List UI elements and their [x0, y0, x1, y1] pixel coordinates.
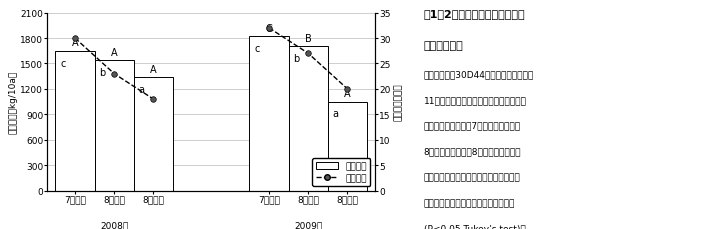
Y-axis label: 全乾物率（％）: 全乾物率（％）: [394, 83, 403, 121]
Text: c: c: [61, 58, 66, 68]
Y-axis label: 乾物収量（kg/10a）: 乾物収量（kg/10a）: [8, 71, 18, 134]
Bar: [289, 47, 328, 191]
Text: あった。英大文字は乾物収量、小文字は: あった。英大文字は乾物収量、小文字は: [424, 173, 520, 182]
Bar: [94, 61, 134, 191]
Text: 別の収穫時の熟期は7月下旬が黄熟期、: 別の収穫時の熟期は7月下旬が黄熟期、: [424, 121, 521, 130]
Text: B: B: [305, 34, 312, 44]
Bar: [56, 52, 94, 191]
Text: C: C: [265, 24, 272, 34]
Bar: [328, 102, 367, 191]
Text: A: A: [150, 64, 157, 74]
Text: A: A: [72, 38, 78, 48]
Text: c: c: [255, 44, 260, 54]
Text: 全乾物率の異なる文字間に有意差あり: 全乾物率の異なる文字間に有意差あり: [424, 199, 515, 208]
Text: (P<0.05 Tukey’s test)。: (P<0.05 Tukey’s test)。: [424, 224, 525, 229]
Text: b: b: [99, 68, 106, 77]
Text: b: b: [294, 54, 300, 64]
Text: 2008年: 2008年: [100, 220, 128, 229]
Text: A: A: [111, 47, 118, 57]
Text: A: A: [344, 89, 351, 99]
Text: a: a: [333, 109, 339, 119]
Text: 供試品種に「30D44」を用い、両年とも: 供試品種に「30D44」を用い、両年とも: [424, 70, 534, 79]
Text: および乾物率: および乾物率: [424, 41, 463, 50]
Text: 2009年: 2009年: [294, 220, 322, 229]
Text: 図1．2作目の播種時期別の収量: 図1．2作目の播種時期別の収量: [424, 9, 525, 19]
Legend: 乾物収量, 全乾物率: 乾物収量, 全乾物率: [312, 158, 370, 186]
Text: 11月中旬に収量調査を行った。播種時期: 11月中旬に収量調査を行った。播種時期: [424, 95, 527, 104]
Bar: [134, 78, 173, 191]
Bar: [249, 37, 289, 191]
Text: 8月上旬が糊熟期、8月中旬が乳熟期で: 8月上旬が糊熟期、8月中旬が乳熟期で: [424, 147, 521, 156]
Text: a: a: [139, 85, 144, 94]
